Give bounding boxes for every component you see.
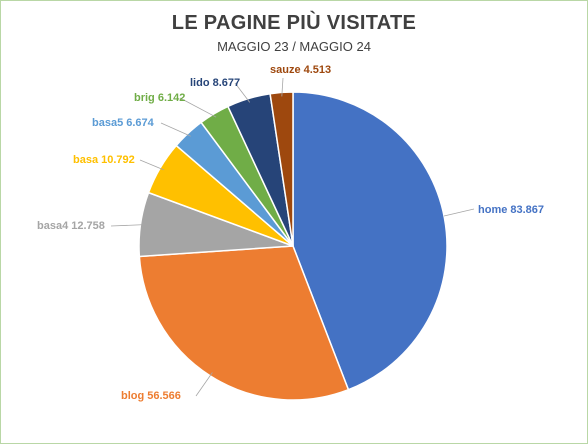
data-label-basa4: basa4 12.758 <box>37 220 105 232</box>
data-label-basa5: basa5 6.674 <box>92 117 155 129</box>
data-label-brig: brig 6.142 <box>134 92 185 104</box>
pie-slice-sauze <box>269 91 294 247</box>
leader-line-home <box>443 208 475 217</box>
leader-line-sauze <box>281 77 284 97</box>
leader-line-brig <box>179 97 217 118</box>
data-label-blog: blog 56.566 <box>121 390 181 402</box>
data-label-basa: basa 10.792 <box>73 154 135 166</box>
leader-line-basa5 <box>160 122 191 137</box>
data-label-sauze: sauze 4.513 <box>270 64 331 76</box>
leader-line-basa <box>139 159 164 171</box>
data-label-lido: lido 8.677 <box>190 77 240 89</box>
leader-line-basa4 <box>110 224 145 227</box>
chart-subtitle: MAGGIO 23 / MAGGIO 24 <box>217 39 371 54</box>
pie-slice-home <box>292 91 448 391</box>
leader-line-blog <box>195 372 213 397</box>
data-label-home: home 83.867 <box>478 204 544 216</box>
chart-title: LE PAGINE PIÙ VISITATE <box>171 12 417 34</box>
leader-line-lido <box>234 82 251 103</box>
